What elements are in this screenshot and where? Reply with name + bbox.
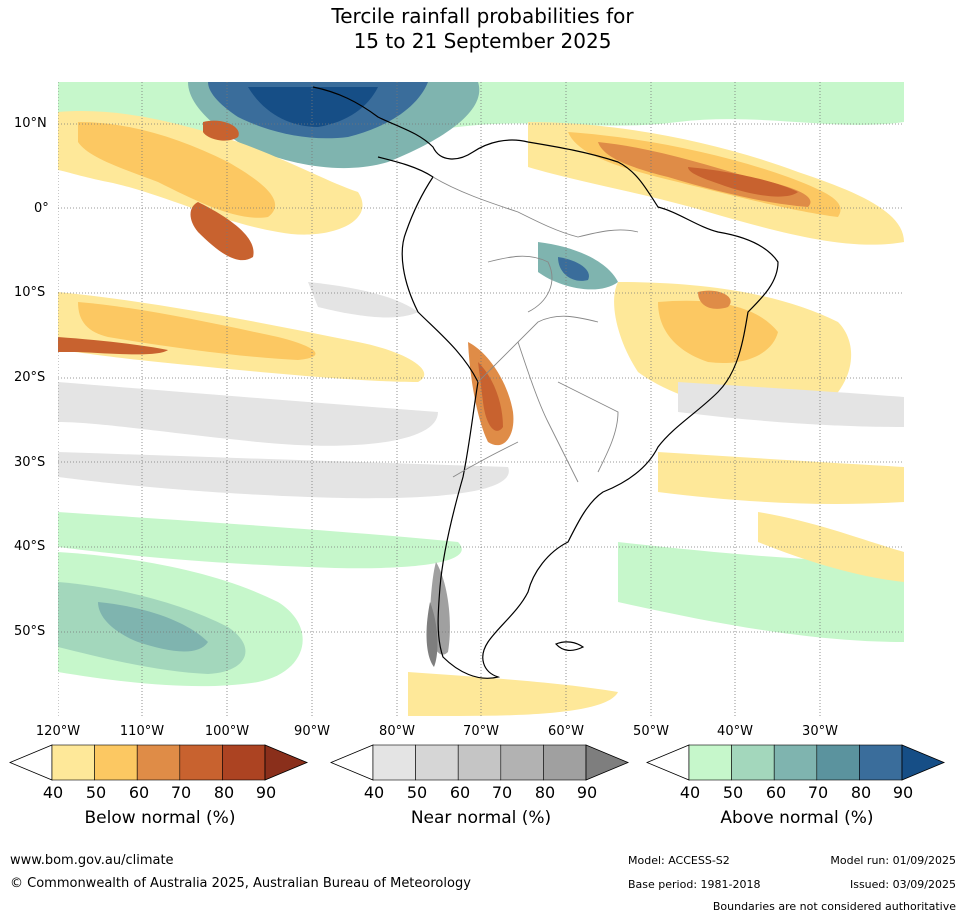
cb1-tick-60: 60 [128, 783, 150, 802]
lat-label-10n: 10°N [14, 116, 47, 131]
colorbar-low-extension [330, 744, 374, 781]
lon-label-30w: 30°W [802, 724, 838, 739]
base-period-text: Base period: 1981-2018 [628, 878, 761, 891]
colorbar-segment [773, 744, 818, 781]
colorbar-segment [179, 744, 223, 781]
cb3-tick-70: 70 [807, 783, 829, 802]
colorbar-segment [500, 744, 544, 781]
colorbar-segment [136, 744, 181, 781]
colorbar-segment [543, 744, 587, 781]
cb3-tick-80: 80 [850, 783, 872, 802]
disclaimer-text: Boundaries are not considered authoritat… [712, 900, 956, 913]
colorbar-label-below: Below normal (%) [84, 808, 236, 828]
issued-text: Issued: 03/09/2025 [849, 878, 956, 891]
cb1-tick-40: 40 [42, 783, 64, 802]
cb2-tick-50: 50 [406, 783, 428, 802]
lon-label-120w: 120°W [35, 724, 81, 739]
colorbar-high-extension [585, 744, 630, 781]
map-title: Tercile rainfall probabilities for 15 to… [0, 4, 965, 54]
colorbar-low-extension [9, 744, 53, 781]
colorbar-segment [415, 744, 459, 781]
title-line-1: Tercile rainfall probabilities for [331, 4, 634, 28]
lat-label-50s: 50°S [14, 624, 46, 639]
graticule [58, 82, 904, 716]
cb3-tick-60: 60 [765, 783, 787, 802]
colorbar-label-above: Above normal (%) [720, 808, 874, 828]
country-borders [432, 176, 639, 483]
lon-label-80w: 80°W [379, 724, 415, 739]
model-run-text: Model run: 01/09/2025 [830, 854, 956, 867]
cb1-tick-90: 90 [255, 783, 277, 802]
colorbar-above-normal [646, 744, 946, 781]
cb3-tick-40: 40 [679, 783, 701, 802]
cb2-tick-40: 40 [363, 783, 385, 802]
falkland-islands [554, 641, 585, 651]
lon-label-110w: 110°W [119, 724, 165, 739]
lat-label-30s: 30°S [14, 455, 46, 470]
cb1-tick-50: 50 [85, 783, 107, 802]
colorbar-high-extension [901, 744, 946, 781]
colorbar-segment [816, 744, 860, 781]
colorbar-near-normal-segments [330, 744, 630, 781]
lon-label-70w: 70°W [463, 724, 499, 739]
colorbar-segment [222, 744, 266, 781]
colorbar-segment [457, 744, 502, 781]
cb1-tick-70: 70 [170, 783, 192, 802]
lon-label-90w: 90°W [294, 724, 330, 739]
cb3-tick-90: 90 [892, 783, 914, 802]
lon-label-60w: 60°W [548, 724, 584, 739]
lon-label-40w: 40°W [717, 724, 753, 739]
cb2-tick-90: 90 [576, 783, 598, 802]
cb2-tick-80: 80 [534, 783, 556, 802]
probability-shading [58, 82, 904, 716]
colorbar-above-normal-segments [646, 744, 946, 781]
copyright-text: © Commonwealth of Australia 2025, Austra… [10, 876, 471, 891]
colorbar-segment [94, 744, 138, 781]
colorbar-segment [51, 744, 95, 781]
cb1-tick-80: 80 [213, 783, 235, 802]
cb2-tick-60: 60 [449, 783, 471, 802]
colorbar-segment [372, 744, 416, 781]
colorbar-high-extension [264, 744, 309, 781]
probability-map [58, 82, 904, 716]
cb3-tick-50: 50 [722, 783, 744, 802]
lat-label-0: 0° [34, 201, 49, 216]
cb2-tick-70: 70 [491, 783, 513, 802]
colorbar-label-near: Near normal (%) [410, 808, 552, 828]
colorbar-segment [688, 744, 732, 781]
model-text: Model: ACCESS-S2 [628, 854, 730, 867]
title-line-2: 15 to 21 September 2025 [353, 29, 612, 53]
colorbar-segment [731, 744, 775, 781]
lat-label-40s: 40°S [14, 539, 46, 554]
colorbar-near-normal [330, 744, 630, 781]
lon-label-100w: 100°W [204, 724, 250, 739]
website-link[interactable]: www.bom.gov.au/climate [10, 853, 174, 868]
lat-label-10s: 10°S [14, 285, 46, 300]
lat-label-20s: 20°S [14, 370, 46, 385]
colorbar-low-extension [646, 744, 690, 781]
colorbar-below-normal [9, 744, 309, 781]
lon-label-50w: 50°W [633, 724, 669, 739]
colorbar-below-normal-segments [9, 744, 309, 781]
colorbar-segment [859, 744, 903, 781]
